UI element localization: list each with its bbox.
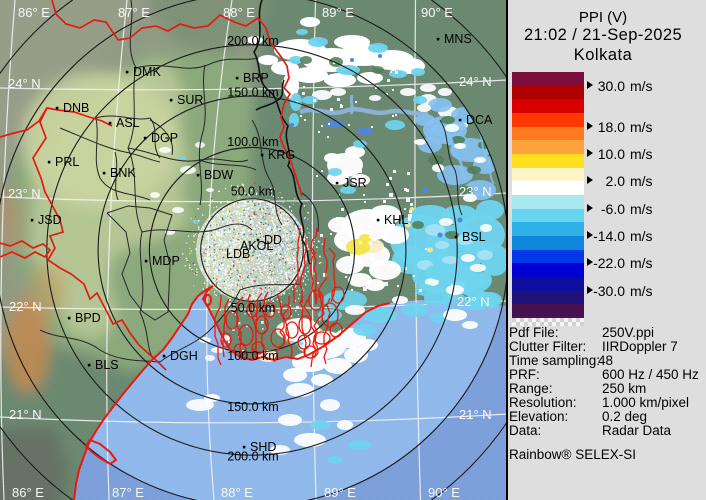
svg-text:86° E: 86° E [18, 5, 50, 20]
svg-text:200.0 km: 200.0 km [227, 450, 278, 464]
svg-text:89° E: 89° E [322, 5, 354, 20]
svg-text:JSR: JSR [343, 176, 367, 190]
svg-text:MNS: MNS [444, 32, 472, 46]
svg-text:BSL: BSL [462, 230, 486, 244]
svg-text:100.0 km: 100.0 km [227, 135, 278, 149]
svg-text:BLS: BLS [95, 358, 119, 372]
svg-text:90° E: 90° E [428, 485, 460, 500]
svg-text:DD: DD [264, 233, 282, 247]
svg-text:22° N: 22° N [457, 294, 490, 309]
svg-text:ASL: ASL [116, 116, 140, 130]
svg-text:88° E: 88° E [221, 485, 253, 500]
svg-text:23° N: 23° N [8, 186, 41, 201]
svg-text:KHL: KHL [384, 213, 408, 227]
svg-text:BRP: BRP [243, 71, 269, 85]
svg-text:MDP: MDP [152, 254, 180, 268]
svg-text:90° E: 90° E [421, 5, 453, 20]
svg-text:23° N: 23° N [459, 184, 492, 199]
svg-text:21° N: 21° N [9, 407, 42, 422]
svg-text:KRG: KRG [268, 148, 295, 162]
svg-text:87° E: 87° E [112, 485, 144, 500]
svg-text:24° N: 24° N [8, 76, 41, 91]
svg-text:86° E: 86° E [12, 485, 44, 500]
svg-text:JSD: JSD [38, 213, 62, 227]
svg-text:100.0 km: 100.0 km [227, 349, 278, 363]
svg-text:21° N: 21° N [459, 407, 492, 422]
svg-text:DMK: DMK [133, 65, 161, 79]
svg-text:24° N: 24° N [459, 74, 492, 89]
svg-text:89° E: 89° E [324, 485, 356, 500]
svg-text:88° E: 88° E [223, 5, 255, 20]
svg-text:PRL: PRL [55, 155, 79, 169]
svg-text:SHD: SHD [250, 440, 276, 454]
svg-text:BPD: BPD [75, 311, 101, 325]
svg-text:22° N: 22° N [9, 299, 42, 314]
svg-text:DGH: DGH [170, 349, 198, 363]
svg-text:150.0 km: 150.0 km [227, 86, 278, 100]
svg-text:BDW: BDW [204, 168, 233, 182]
svg-text:DNB: DNB [63, 101, 89, 115]
svg-text:BNK: BNK [110, 166, 136, 180]
svg-text:50.0 km: 50.0 km [231, 301, 275, 315]
svg-text:50.0 km: 50.0 km [231, 185, 275, 199]
svg-text:200.0 km: 200.0 km [227, 34, 278, 48]
svg-text:87° E: 87° E [118, 5, 150, 20]
svg-text:DGP: DGP [151, 131, 178, 145]
svg-text:LDB: LDB [226, 247, 250, 261]
svg-text:150.0 km: 150.0 km [227, 400, 278, 414]
svg-text:SUR: SUR [177, 93, 203, 107]
svg-text:AKOL: AKOL [240, 239, 273, 253]
svg-text:DCA: DCA [466, 113, 493, 127]
